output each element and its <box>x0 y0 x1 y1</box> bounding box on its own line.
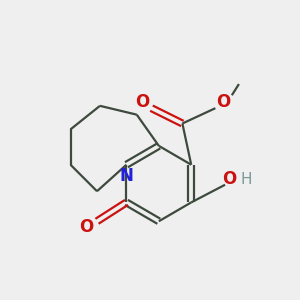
Text: O: O <box>217 93 231 111</box>
Text: H: H <box>241 172 252 187</box>
Text: O: O <box>79 218 93 236</box>
Text: O: O <box>136 93 150 111</box>
Text: N: N <box>119 167 134 185</box>
Text: O: O <box>222 170 237 188</box>
